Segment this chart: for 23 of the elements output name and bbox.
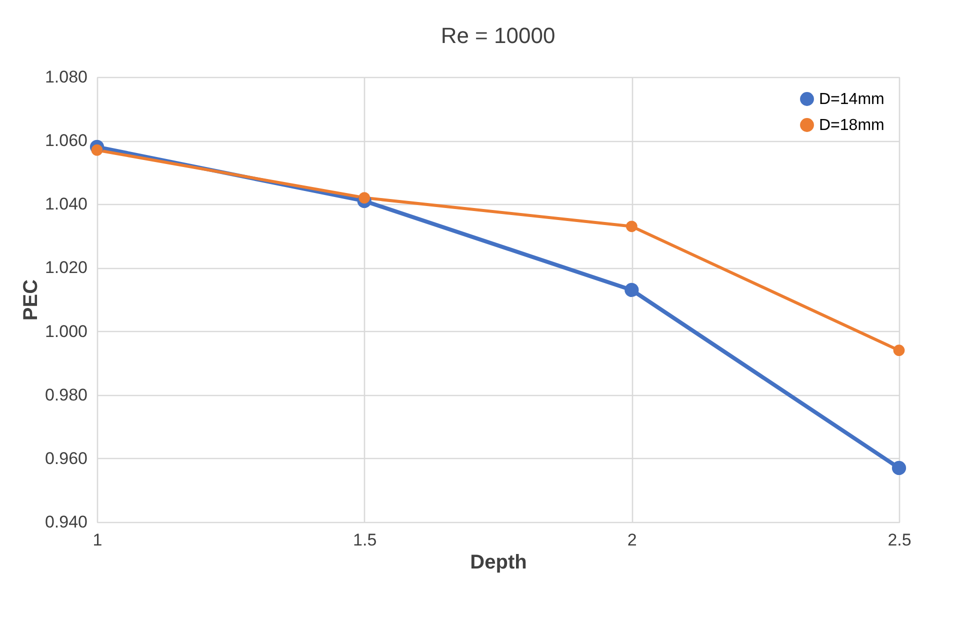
y-tick-label: 0.940	[44, 512, 88, 532]
y-tick-label: 0.960	[44, 448, 88, 468]
x-axis-title: Depth	[470, 552, 527, 574]
point	[91, 144, 103, 156]
point	[893, 344, 905, 356]
x-tick-label: 1.5	[353, 530, 377, 550]
point	[624, 282, 639, 298]
y-axis-title: PEC	[20, 279, 42, 321]
y-tick-label: 0.980	[44, 385, 88, 404]
y-tick-label: 1.040	[44, 194, 88, 214]
point	[358, 192, 370, 204]
y-tick-label: 1.000	[44, 322, 88, 341]
point	[892, 460, 906, 476]
x-tick-label: 2	[627, 530, 637, 550]
legend-label: D=18mm	[819, 117, 884, 134]
legend-label: D=14mm	[819, 91, 884, 108]
point	[626, 220, 638, 232]
chart-title: Re = 10000	[440, 23, 556, 48]
y-tick-label: 1.080	[44, 68, 88, 86]
x-tick-label: 2.5	[888, 530, 912, 550]
y-tick-label: 1.020	[44, 258, 88, 278]
y-tick-label: 1.060	[44, 131, 88, 150]
x-tick-label: 1	[92, 530, 102, 550]
